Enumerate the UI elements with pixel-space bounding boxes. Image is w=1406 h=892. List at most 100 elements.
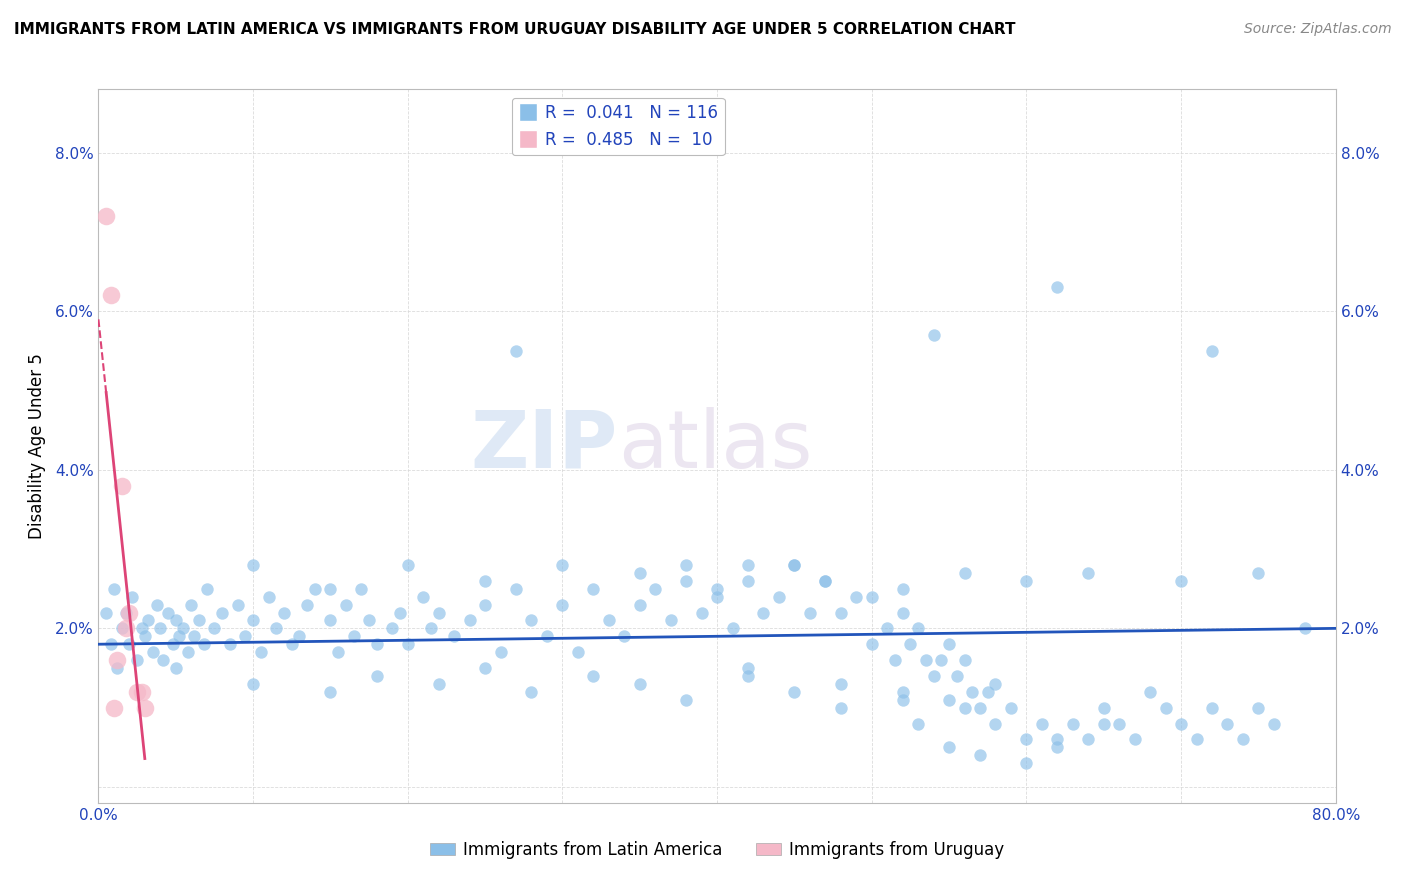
- Point: [1046, 732, 1069, 747]
- Point: [659, 614, 682, 628]
- Point: [1077, 732, 1099, 747]
- Point: [366, 637, 388, 651]
- Point: [304, 582, 326, 596]
- Point: [111, 478, 134, 492]
- Point: [969, 748, 991, 763]
- Point: [675, 574, 697, 588]
- Point: [1154, 700, 1177, 714]
- Text: atlas: atlas: [619, 407, 813, 485]
- Point: [136, 614, 159, 628]
- Point: [1031, 716, 1053, 731]
- Point: [419, 621, 441, 635]
- Point: [752, 606, 775, 620]
- Point: [134, 629, 156, 643]
- Point: [297, 598, 319, 612]
- Point: [567, 645, 589, 659]
- Point: [103, 582, 125, 596]
- Point: [180, 598, 202, 612]
- Point: [427, 677, 450, 691]
- Point: [814, 574, 837, 588]
- Point: [1123, 732, 1146, 747]
- Point: [1077, 566, 1099, 580]
- Point: [845, 590, 868, 604]
- Point: [1015, 574, 1038, 588]
- Point: [388, 606, 412, 620]
- Point: [1247, 700, 1270, 714]
- Point: [1170, 574, 1192, 588]
- Point: [111, 621, 134, 635]
- Point: [489, 645, 512, 659]
- Point: [235, 629, 257, 643]
- Point: [226, 598, 249, 612]
- Point: [1046, 280, 1069, 294]
- Point: [891, 606, 914, 620]
- Point: [266, 621, 288, 635]
- Point: [1232, 732, 1254, 747]
- Point: [211, 606, 233, 620]
- Point: [860, 637, 883, 651]
- Point: [273, 606, 295, 620]
- Point: [121, 590, 143, 604]
- Point: [105, 661, 128, 675]
- Point: [366, 669, 388, 683]
- Point: [474, 574, 496, 588]
- Point: [675, 692, 697, 706]
- Point: [118, 637, 141, 651]
- Point: [1092, 716, 1115, 731]
- Point: [891, 685, 914, 699]
- Point: [146, 598, 169, 612]
- Point: [474, 598, 496, 612]
- Point: [830, 700, 852, 714]
- Point: [165, 661, 187, 675]
- Point: [1015, 732, 1038, 747]
- Point: [907, 621, 929, 635]
- Point: [520, 614, 543, 628]
- Point: [690, 606, 713, 620]
- Point: [100, 637, 122, 651]
- Point: [1185, 732, 1208, 747]
- Point: [931, 653, 953, 667]
- Point: [737, 669, 759, 683]
- Text: Source: ZipAtlas.com: Source: ZipAtlas.com: [1244, 22, 1392, 37]
- Point: [157, 606, 180, 620]
- Point: [458, 614, 481, 628]
- Point: [105, 653, 128, 667]
- Point: [984, 716, 1007, 731]
- Point: [288, 629, 311, 643]
- Point: [938, 692, 960, 706]
- Point: [799, 606, 821, 620]
- Point: [350, 582, 373, 596]
- Point: [984, 677, 1007, 691]
- Point: [319, 582, 342, 596]
- Point: [783, 685, 806, 699]
- Point: [1046, 740, 1069, 755]
- Point: [706, 590, 728, 604]
- Point: [551, 598, 574, 612]
- Point: [195, 582, 218, 596]
- Point: [675, 558, 697, 572]
- Point: [1216, 716, 1239, 731]
- Point: [142, 645, 165, 659]
- Point: [706, 582, 728, 596]
- Point: [115, 621, 138, 635]
- Point: [127, 653, 149, 667]
- Point: [381, 621, 404, 635]
- Point: [127, 685, 149, 699]
- Point: [962, 685, 984, 699]
- Point: [938, 637, 960, 651]
- Point: [783, 558, 806, 572]
- Point: [737, 574, 759, 588]
- Legend: Immigrants from Latin America, Immigrants from Uruguay: Immigrants from Latin America, Immigrant…: [423, 835, 1011, 866]
- Point: [412, 590, 434, 604]
- Point: [1263, 716, 1285, 731]
- Point: [737, 558, 759, 572]
- Point: [1092, 700, 1115, 714]
- Point: [250, 645, 273, 659]
- Point: [628, 598, 651, 612]
- Point: [103, 700, 125, 714]
- Point: [1108, 716, 1130, 731]
- Point: [891, 692, 914, 706]
- Y-axis label: Disability Age Under 5: Disability Age Under 5: [28, 353, 46, 539]
- Point: [505, 582, 527, 596]
- Point: [173, 621, 195, 635]
